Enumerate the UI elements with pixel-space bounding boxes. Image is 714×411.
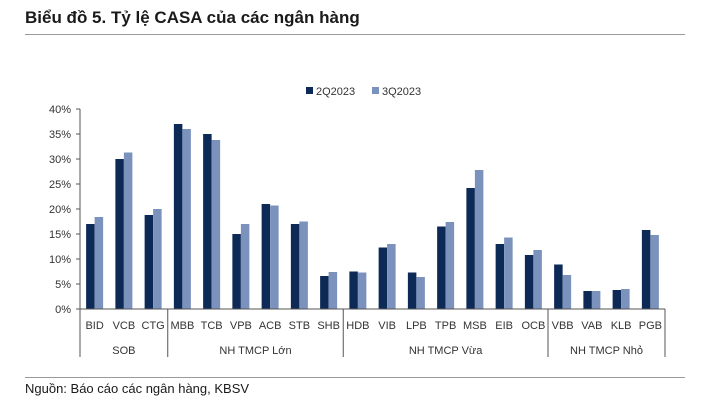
y-tick-label: 35%: [49, 129, 71, 141]
bar-2Q2023-LPB: [407, 272, 417, 309]
legend-swatch-3Q2023: [372, 87, 379, 94]
bar-2Q2023-BID: [86, 224, 95, 309]
y-tick-label: 30%: [49, 154, 71, 166]
x-tick-label: EIB: [495, 320, 513, 332]
bar-2Q2023-SHB: [320, 276, 329, 309]
y-tick-label: 5%: [55, 279, 71, 291]
bar-3Q2023-CTG: [153, 209, 162, 309]
bar-2Q2023-VAB: [583, 291, 592, 309]
bar-3Q2023-VAB: [591, 291, 601, 309]
legend-label: 2Q2023: [316, 86, 355, 98]
group-label: SOB: [112, 345, 135, 357]
x-tick-label: ACB: [259, 320, 282, 332]
bar-3Q2023-ACB: [270, 205, 279, 309]
bar-2Q2023-VBB: [554, 264, 563, 309]
bar-3Q2023-MSB: [474, 170, 484, 309]
bar-3Q2023-PGB: [650, 235, 659, 309]
bar-2Q2023-PGB: [641, 230, 651, 309]
bar-3Q2023-MBB: [182, 129, 191, 309]
bar-2Q2023-HDB: [349, 271, 358, 309]
x-tick-label: OCB: [521, 320, 545, 332]
x-tick-label: VAB: [581, 320, 602, 332]
x-tick-label: CTG: [142, 320, 165, 332]
bars: [86, 124, 659, 309]
x-tick-label: LPB: [406, 320, 427, 332]
bar-3Q2023-TPB: [445, 222, 455, 309]
group-label: NH TMCP Lớn: [219, 345, 291, 357]
y-tick-label: 20%: [49, 204, 71, 216]
bar-3Q2023-KLB: [621, 289, 630, 309]
y-tick-label: 40%: [49, 104, 71, 116]
x-tick-label: VBB: [552, 320, 574, 332]
bar-3Q2023-VCB: [123, 152, 133, 309]
y-tick-label: 15%: [49, 229, 71, 241]
x-tick-label: VCB: [113, 320, 136, 332]
y-tick-label: 25%: [49, 179, 71, 191]
title-divider: [25, 34, 685, 35]
group-label: NH TMCP Vừa: [409, 345, 483, 357]
bar-2Q2023-TPB: [437, 226, 446, 309]
source-divider: [25, 377, 685, 378]
source-note: Nguồn: Báo cáo các ngân hàng, KBSV: [25, 381, 250, 396]
bar-2Q2023-KLB: [612, 290, 622, 309]
x-axis: BID VCB CTG MBB TCB VPB ACB STB SHB HDB VIB LPB TPB M…: [79, 308, 666, 357]
bar-2Q2023-MSB: [466, 188, 475, 309]
x-tick-label: VIB: [378, 320, 396, 332]
x-tick-label: HDB: [346, 320, 369, 332]
legend-label: 3Q2023: [382, 86, 421, 98]
bar-3Q2023-BID: [94, 217, 104, 309]
bar-3Q2023-VBB: [562, 275, 572, 309]
bar-2Q2023-TCB: [203, 134, 212, 309]
x-tick-label: KLB: [611, 320, 632, 332]
bar-2Q2023-MBB: [173, 124, 183, 309]
bar-3Q2023-LPB: [416, 277, 425, 309]
bar-3Q2023-STB: [299, 221, 308, 309]
y-tick-label: 0%: [55, 304, 71, 316]
bar-3Q2023-TCB: [211, 140, 221, 309]
bar-2Q2023-EIB: [495, 244, 505, 309]
x-tick-label: TPB: [435, 320, 456, 332]
bar-2Q2023-OCB: [524, 255, 534, 309]
x-tick-label: TCB: [201, 320, 223, 332]
bar-2Q2023-ACB: [261, 204, 271, 309]
x-tick-label: SHB: [317, 320, 340, 332]
bar-3Q2023-OCB: [533, 250, 542, 309]
bar-2Q2023-CTG: [144, 215, 154, 309]
bar-3Q2023-HDB: [357, 272, 367, 309]
bar-2Q2023-VCB: [115, 159, 124, 309]
bar-2Q2023-VIB: [378, 247, 388, 309]
chart-title: Biểu đồ 5. Tỷ lệ CASA của các ngân hàng: [25, 8, 360, 27]
bar-3Q2023-SHB: [328, 272, 338, 309]
x-tick-label: BID: [85, 320, 103, 332]
bar-3Q2023-EIB: [504, 237, 513, 309]
x-tick-label: MSB: [463, 320, 487, 332]
y-tick-label: 10%: [49, 254, 71, 266]
x-tick-label: VPB: [230, 320, 252, 332]
bar-2Q2023-STB: [290, 224, 300, 309]
bar-3Q2023-VPB: [240, 224, 250, 309]
legend-swatch-2Q2023: [306, 87, 313, 94]
y-axis: 0% 5% 10% 15% 20% 25% 30% 35% 40%: [49, 104, 81, 316]
bar-2Q2023-VPB: [232, 234, 241, 309]
bar-3Q2023-VIB: [387, 244, 396, 309]
x-tick-label: STB: [289, 320, 310, 332]
x-tick-label: MBB: [170, 320, 194, 332]
x-tick-label: PGB: [639, 320, 662, 332]
group-label: NH TMCP Nhỏ: [570, 345, 643, 357]
legend: 2Q2023 3Q2023: [306, 86, 421, 98]
